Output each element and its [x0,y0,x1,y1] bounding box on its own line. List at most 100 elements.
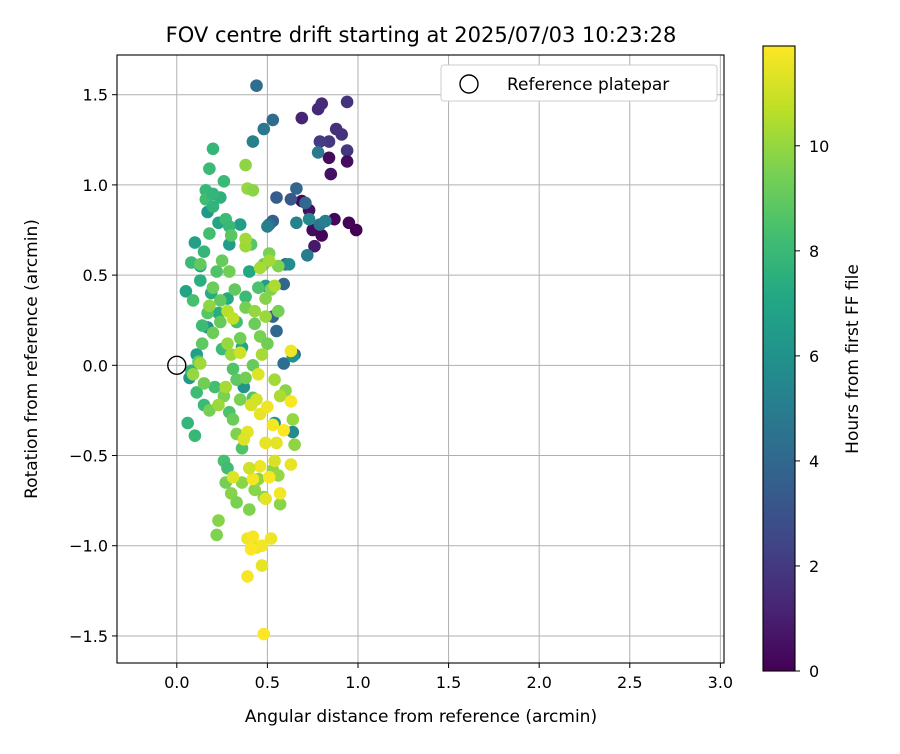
data-point [264,532,278,545]
y-axis-label: Rotation from reference (arcmin) [22,219,42,499]
data-point [250,79,263,92]
data-point [246,530,260,543]
legend-marker-reference-platepar [459,74,479,94]
data-point [255,539,269,552]
data-point [259,310,272,323]
y-tick-label: 0.0 [83,356,108,375]
data-point [272,259,285,273]
chart-title: FOV centre drift starting at 2025/07/03 … [166,23,677,47]
data-point [186,294,200,307]
data-point [206,281,220,295]
data-point [226,312,240,325]
data-point [248,317,261,331]
data-point [214,315,227,329]
data-point [302,212,316,226]
data-point [206,142,220,156]
data-point [340,155,354,168]
data-point [301,249,314,262]
data-point [259,436,272,450]
x-tick-label: 0.0 [164,673,189,692]
colorbar-tick-label: 6 [809,347,819,366]
data-point [262,254,276,267]
data-point [261,220,274,233]
data-point [288,438,301,452]
data-point [233,346,247,360]
data-point [270,324,283,338]
data-point [217,175,231,188]
data-point [190,386,203,399]
plot-frame [116,54,725,664]
data-point [243,503,256,516]
data-point [188,429,202,443]
data-point [257,627,271,641]
data-point [308,239,321,253]
data-point [243,265,256,278]
data-point [253,261,267,275]
data-point [268,373,281,387]
y-tick-label: −1.0 [69,537,108,556]
data-point [179,285,193,298]
data-point [197,377,211,390]
data-point [219,380,232,394]
data-point [251,281,265,295]
data-point [322,135,336,148]
data-point [270,436,283,450]
data-point [197,245,211,258]
data-point [290,182,303,195]
data-point [295,111,309,125]
data-points [179,79,363,641]
x-axis-ticks: 0.0 0.5 1.0 1.5 2.0 2.5 3.0 [164,663,733,692]
grid-lines [117,55,724,663]
data-point [194,274,207,287]
data-point [239,158,252,172]
data-point [259,492,272,506]
data-point [246,135,260,148]
data-point [246,472,260,486]
data-point [206,200,220,213]
data-point [221,337,234,351]
data-point [268,454,281,468]
data-point [246,184,260,197]
data-point [241,570,254,583]
data-point [248,304,261,318]
data-point [194,258,207,271]
data-point [233,332,247,345]
legend: Reference platepar [440,64,718,102]
data-point [273,497,287,511]
plot-background [117,55,724,663]
data-point [273,487,287,500]
y-axis-ticks: −1.5 −1.0 −0.5 0.0 0.5 1.0 1.5 [69,86,117,646]
data-point [284,344,298,358]
colorbar-tick-label: 4 [809,452,819,471]
data-point [255,348,269,361]
x-tick-label: 2.0 [526,673,551,692]
data-point [266,418,280,432]
data-point [226,470,240,484]
y-tick-label: −1.5 [69,627,108,646]
data-point [324,167,338,181]
x-axis-label: Angular distance from reference (arcmin) [245,707,597,727]
data-point [194,357,207,370]
colorbar-ticks: 0 2 4 6 8 10 [795,137,829,681]
colorbar-tick-label: 0 [809,662,819,681]
data-point [313,135,327,148]
data-point [299,196,312,210]
data-point [261,400,274,414]
data-point [239,290,252,304]
data-point [284,458,298,471]
data-point [253,460,267,473]
data-point [273,389,287,403]
colorbar-label: Hours from first FF file [843,264,863,454]
x-tick-label: 1.5 [436,673,461,692]
x-tick-label: 1.0 [345,673,370,692]
reference-platepar-marker [167,355,187,376]
data-point [223,265,236,278]
data-point [349,223,363,237]
colorbar [762,45,796,672]
data-point [277,424,291,437]
data-point [212,398,225,412]
data-point [206,187,220,201]
data-point [239,371,252,385]
